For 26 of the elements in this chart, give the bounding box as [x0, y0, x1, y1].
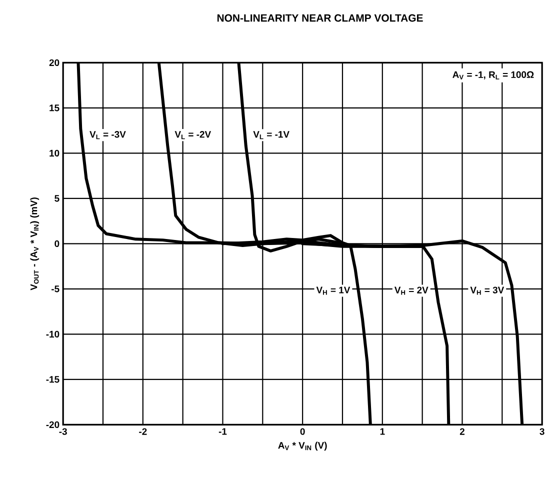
- annotation: A$_{V}$ = -1, R$_{L}$ = 100Ω: [452, 71, 534, 80]
- y-axis-title: V$_{OUT}$ - (A$_{V}$ * V$_{IN}$) (mV): [30, 198, 40, 290]
- x-axis-title: A$_{V}$ * V$_{IN}$ (V): [278, 442, 327, 451]
- x-tick-label: 1: [380, 428, 385, 435]
- series-label: V$_{H}$ = 1V: [316, 286, 350, 295]
- y-tick-label: -20: [46, 421, 60, 428]
- y-tick-label: 0: [54, 240, 60, 248]
- y-tick-label: 20: [49, 59, 60, 66]
- y-tick-label: -10: [46, 330, 60, 338]
- series-label: V$_{H}$ = 3V: [470, 286, 504, 295]
- y-tick-label: 15: [50, 104, 60, 112]
- x-tick-label: 2: [460, 428, 464, 435]
- x-tick-label: -2: [139, 428, 147, 435]
- x-tick-label: 3: [540, 428, 544, 435]
- y-tick-label: -15: [46, 376, 60, 383]
- series-label: V$_{L}$ = -2V: [174, 131, 211, 140]
- y-tick-label: -5: [52, 286, 60, 292]
- series-label: V$_{L}$ = -3V: [90, 131, 126, 140]
- chart-title: NON-LINEARITY NEAR CLAMP VOLTAGE: [217, 14, 423, 22]
- series-label: V$_{L}$ = -1V: [253, 131, 290, 140]
- series-label: V$_{H}$ = 2V: [394, 286, 428, 295]
- y-tick-label: 10: [50, 150, 60, 157]
- x-tick-label: 0: [300, 428, 305, 435]
- x-tick-label: -1: [218, 428, 227, 435]
- x-tick-label: -3: [59, 428, 67, 435]
- y-tick-label: 5: [54, 195, 60, 202]
